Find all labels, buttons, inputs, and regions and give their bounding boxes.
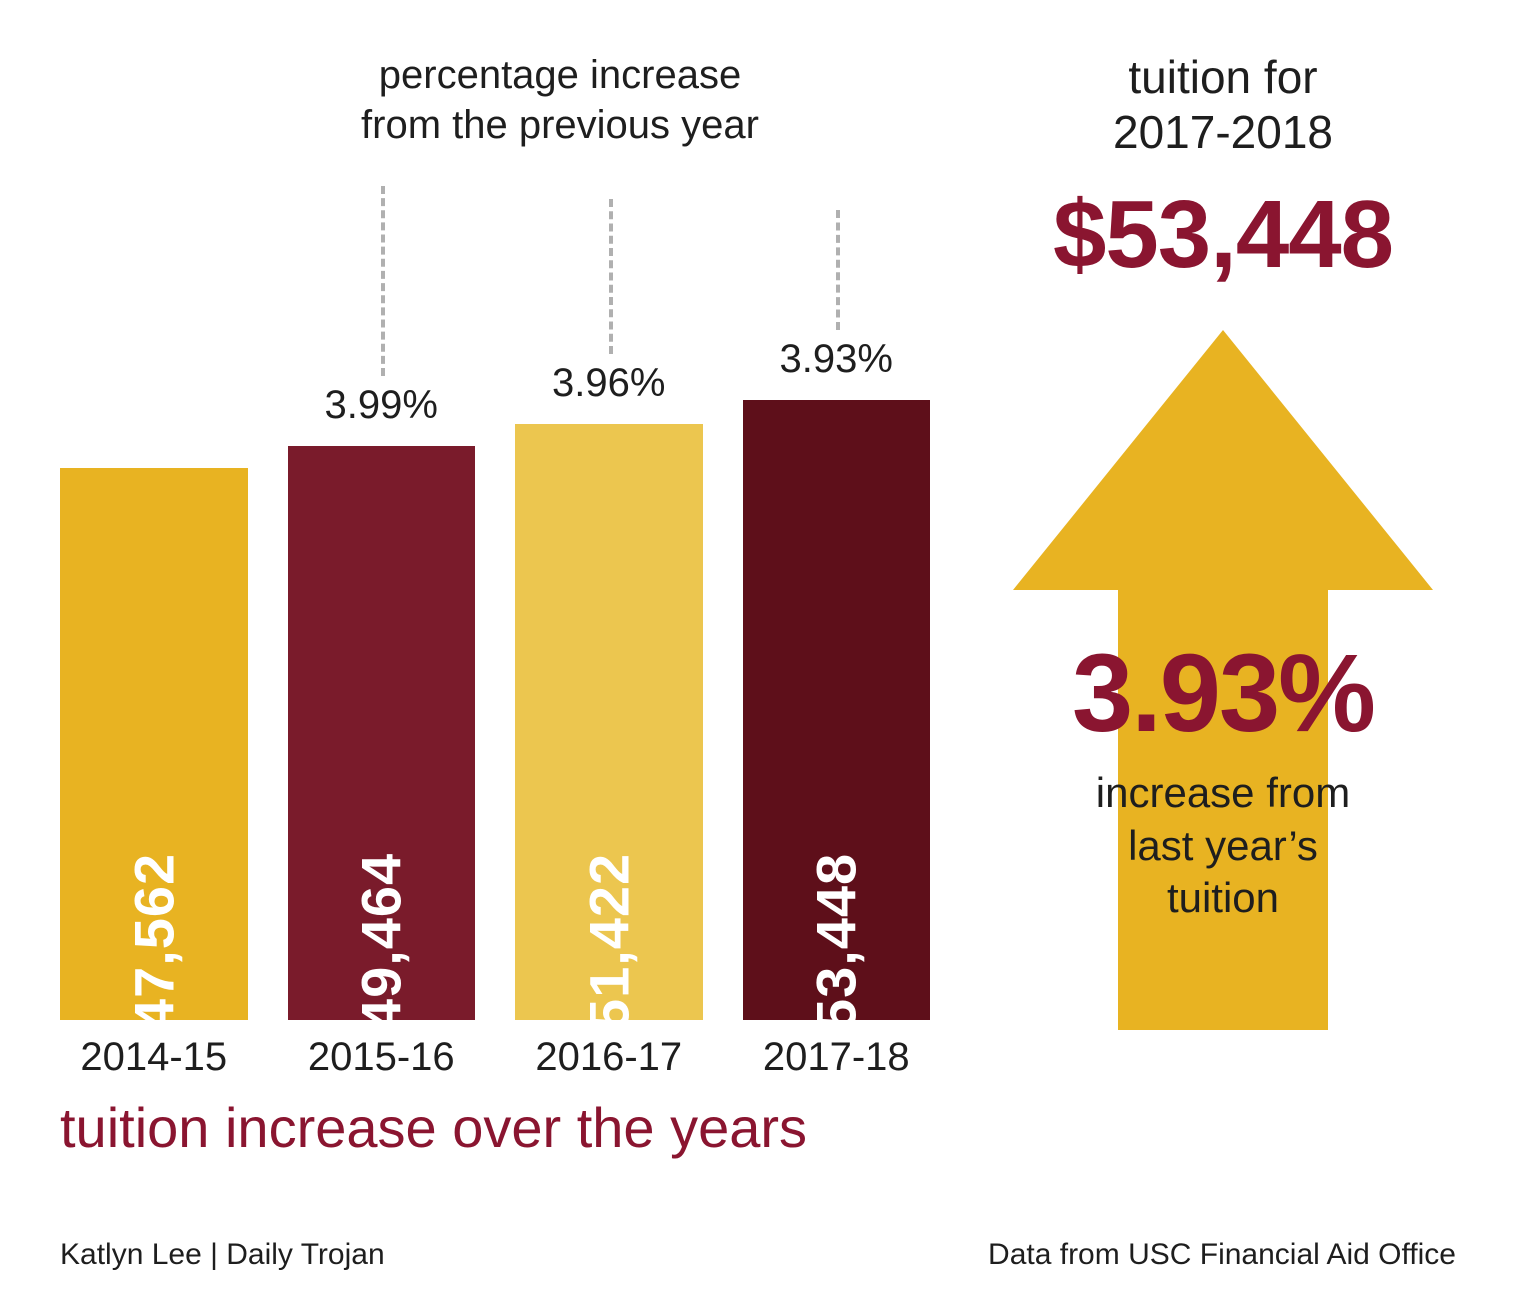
bars-container: $47,562 3.99% $49,464 3.96% $51,422 3.93% $53,…: [60, 220, 930, 1020]
bar-value-label: $53,448: [804, 853, 869, 1062]
bar-slot: 3.96% $51,422: [515, 220, 703, 1020]
arrow-text: 3.93% increase from last year’s tuition: [990, 630, 1456, 925]
side-title-line1: tuition for: [1128, 51, 1317, 103]
x-label: 2016-17: [515, 1035, 703, 1080]
bar: $47,562: [60, 468, 248, 1020]
footer-credit: Katlyn Lee | Daily Trojan: [60, 1238, 385, 1272]
arrow-sub-line3: tuition: [1167, 874, 1279, 921]
pct-label: 3.93%: [780, 337, 893, 382]
bar: $49,464: [288, 446, 476, 1020]
arrow-sub-line2: last year’s: [1128, 822, 1318, 869]
side-title-line2: 2017-2018: [1113, 106, 1333, 158]
pct-header: percentage increase from the previous ye…: [300, 50, 820, 150]
x-label: 2015-16: [288, 1035, 476, 1080]
pct-header-line2: from the previous year: [361, 103, 759, 147]
bar-value-label: $49,464: [349, 853, 414, 1062]
x-label: 2014-15: [60, 1035, 248, 1080]
main-area: percentage increase from the previous ye…: [60, 40, 1456, 1190]
side-panel: tuition for 2017-2018 $53,448 3.93% incr…: [990, 40, 1456, 1190]
side-title: tuition for 2017-2018: [990, 50, 1456, 160]
bar-slot: 3.99% $49,464: [288, 220, 476, 1020]
bar: $51,422: [515, 424, 703, 1020]
arrow-block: 3.93% increase from last year’s tuition: [990, 330, 1456, 1030]
dash-line: [836, 210, 840, 330]
x-label: 2017-18: [743, 1035, 931, 1080]
dash-line: [381, 186, 385, 376]
pct-label: 3.96%: [552, 361, 665, 406]
bar: $53,448: [743, 400, 931, 1020]
footer: Katlyn Lee | Daily Trojan Data from USC …: [60, 1238, 1456, 1272]
bar-value-label: $47,562: [121, 853, 186, 1062]
bar-value-label: $51,422: [576, 853, 641, 1062]
arrow-sub-line1: increase from: [1096, 769, 1350, 816]
pct-label: 3.99%: [325, 383, 438, 428]
bar-chart: percentage increase from the previous ye…: [60, 40, 930, 1190]
bar-slot: $47,562: [60, 220, 248, 1020]
chart-title: tuition increase over the years: [60, 1095, 807, 1160]
arrow-sub: increase from last year’s tuition: [990, 767, 1456, 925]
dash-line: [609, 199, 613, 354]
footer-source: Data from USC Financial Aid Office: [988, 1238, 1456, 1272]
x-axis-labels: 2014-15 2015-16 2016-17 2017-18: [60, 1035, 930, 1080]
pct-header-line1: percentage increase: [379, 53, 741, 97]
arrow-pct: 3.93%: [990, 630, 1456, 757]
bar-slot: 3.93% $53,448: [743, 220, 931, 1020]
side-value: $53,448: [990, 180, 1456, 290]
